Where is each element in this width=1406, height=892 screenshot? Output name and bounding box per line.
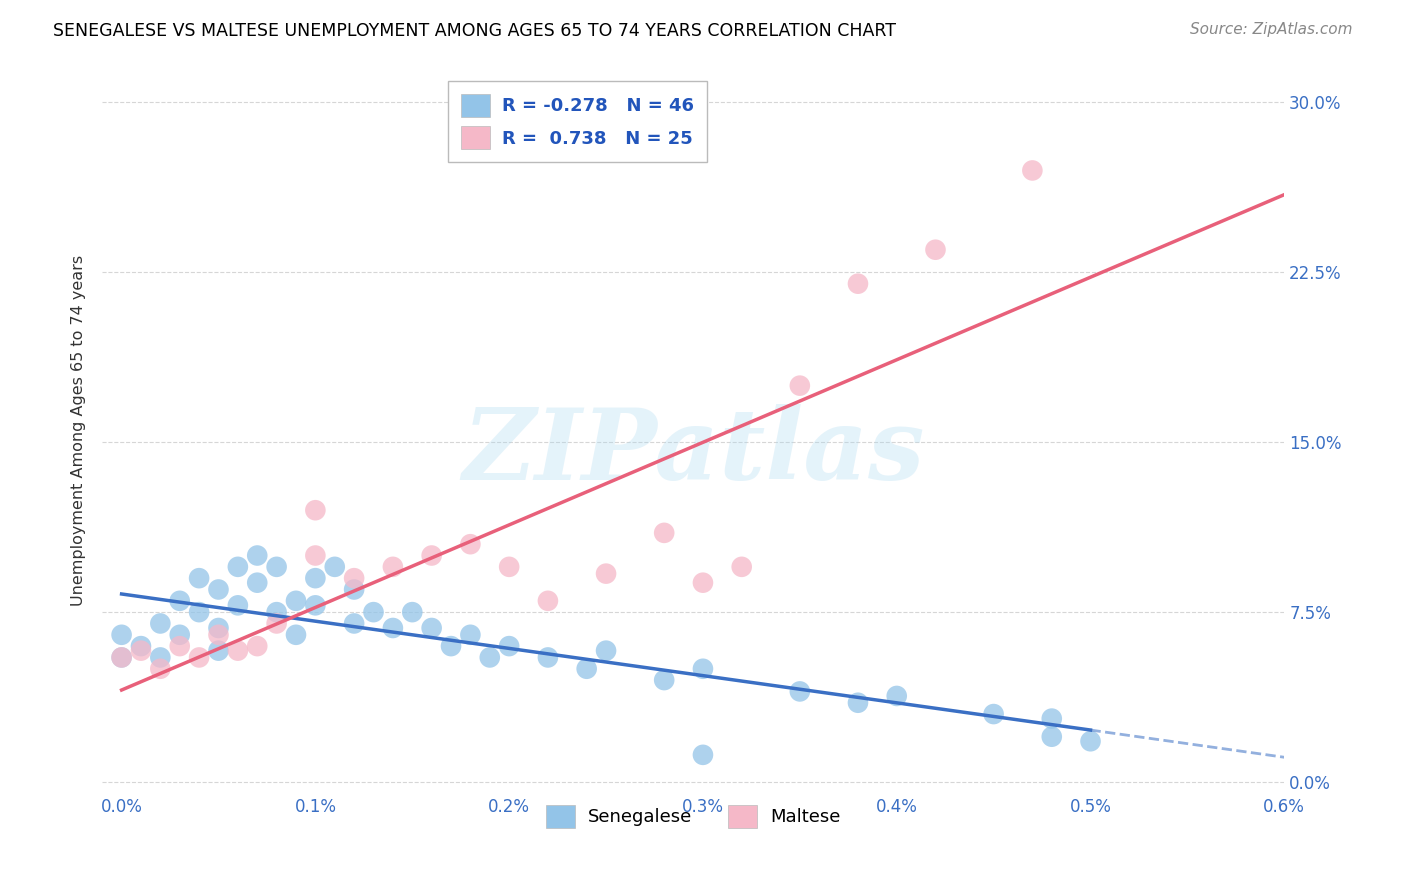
Point xyxy=(924,243,946,257)
Point xyxy=(207,621,229,635)
Point xyxy=(304,549,326,563)
Point xyxy=(575,662,598,676)
Point xyxy=(420,549,443,563)
Text: ZIPatlas: ZIPatlas xyxy=(463,404,925,501)
Point xyxy=(226,559,249,574)
Point xyxy=(266,559,288,574)
Point xyxy=(207,582,229,597)
Text: Source: ZipAtlas.com: Source: ZipAtlas.com xyxy=(1189,22,1353,37)
Text: SENEGALESE VS MALTESE UNEMPLOYMENT AMONG AGES 65 TO 74 YEARS CORRELATION CHART: SENEGALESE VS MALTESE UNEMPLOYMENT AMONG… xyxy=(53,22,897,40)
Point xyxy=(169,628,191,642)
Point xyxy=(304,503,326,517)
Point xyxy=(323,559,346,574)
Point xyxy=(460,628,482,642)
Point xyxy=(537,650,560,665)
Point xyxy=(343,616,366,631)
Point xyxy=(1080,734,1102,748)
Point xyxy=(789,684,811,698)
Point xyxy=(188,571,211,585)
Point xyxy=(1021,163,1043,178)
Point xyxy=(692,662,714,676)
Point xyxy=(498,639,520,653)
Point xyxy=(207,643,229,657)
Point xyxy=(692,575,714,590)
Point xyxy=(149,662,172,676)
Point xyxy=(731,559,754,574)
Point xyxy=(226,643,249,657)
Point xyxy=(149,616,172,631)
Point xyxy=(595,643,617,657)
Point xyxy=(789,378,811,392)
Point xyxy=(440,639,463,653)
Point xyxy=(285,594,308,608)
Point xyxy=(266,616,288,631)
Point xyxy=(595,566,617,581)
Point xyxy=(343,582,366,597)
Point xyxy=(285,628,308,642)
Point xyxy=(304,571,326,585)
Point xyxy=(886,689,908,703)
Point xyxy=(460,537,482,551)
Point xyxy=(304,599,326,613)
Y-axis label: Unemployment Among Ages 65 to 74 years: Unemployment Among Ages 65 to 74 years xyxy=(72,255,86,607)
Point xyxy=(652,673,675,687)
Point xyxy=(207,628,229,642)
Point xyxy=(110,628,132,642)
Point xyxy=(846,277,869,291)
Point xyxy=(343,571,366,585)
Point xyxy=(1040,730,1063,744)
Point xyxy=(169,639,191,653)
Point xyxy=(363,605,385,619)
Point xyxy=(692,747,714,762)
Point xyxy=(498,559,520,574)
Point xyxy=(246,549,269,563)
Point xyxy=(381,559,404,574)
Point xyxy=(149,650,172,665)
Point xyxy=(129,639,152,653)
Point xyxy=(420,621,443,635)
Point xyxy=(537,594,560,608)
Point xyxy=(169,594,191,608)
Point xyxy=(652,525,675,540)
Point xyxy=(846,696,869,710)
Point xyxy=(188,650,211,665)
Point xyxy=(226,599,249,613)
Point xyxy=(983,707,1005,722)
Point xyxy=(246,575,269,590)
Point xyxy=(1040,712,1063,726)
Point xyxy=(478,650,501,665)
Point xyxy=(110,650,132,665)
Point xyxy=(401,605,423,619)
Point xyxy=(129,643,152,657)
Point xyxy=(266,605,288,619)
Legend: Senegalese, Maltese: Senegalese, Maltese xyxy=(538,797,848,835)
Point xyxy=(110,650,132,665)
Point xyxy=(188,605,211,619)
Point xyxy=(381,621,404,635)
Point xyxy=(246,639,269,653)
